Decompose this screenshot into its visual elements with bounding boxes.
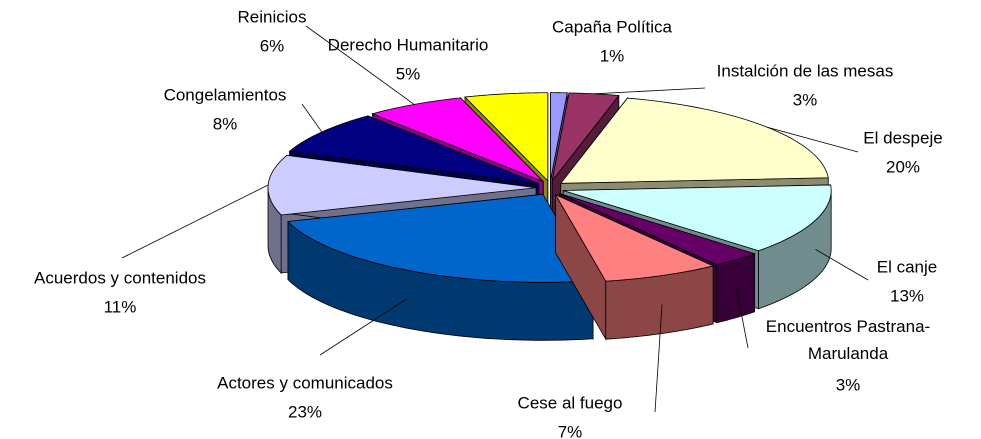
leader-line xyxy=(767,126,859,153)
value-label: 3% xyxy=(793,90,818,109)
category-label: Capaña Política xyxy=(552,17,673,36)
slice-top xyxy=(563,184,832,252)
category-label: Cese al fuego xyxy=(518,393,623,412)
slice xyxy=(554,193,715,341)
leader-line xyxy=(305,25,415,105)
category-label: El canje xyxy=(877,257,937,276)
slice-top xyxy=(464,92,549,182)
category-label: Instalción de las mesas xyxy=(717,61,894,80)
slice-wall xyxy=(716,253,756,324)
slice-top xyxy=(550,92,568,181)
slice-top xyxy=(287,193,594,283)
value-label: 5% xyxy=(396,64,421,83)
leader-line xyxy=(736,288,749,349)
leader-line xyxy=(654,304,663,413)
category-label: Derecho Humanitario xyxy=(328,35,489,54)
value-label: 6% xyxy=(260,36,285,55)
leader-line xyxy=(319,298,407,356)
value-label: 8% xyxy=(213,114,238,133)
category-label: Reinicios xyxy=(238,7,307,26)
category-label: Congelamientos xyxy=(164,85,287,104)
value-label: 20% xyxy=(886,157,920,176)
value-label: 23% xyxy=(288,402,322,421)
leader-line xyxy=(594,87,706,95)
value-label: 13% xyxy=(890,286,924,305)
category-label: Actores y comunicados xyxy=(217,373,393,392)
category-label: El despeje xyxy=(863,128,942,147)
slice-top xyxy=(554,193,715,282)
slice-top xyxy=(288,115,539,185)
leader-line xyxy=(121,184,269,259)
label-line: Marulanda xyxy=(808,344,889,363)
leader-line xyxy=(815,248,869,281)
category-label: Acuerdos y contenidos xyxy=(34,268,206,287)
value-label: 7% xyxy=(558,422,583,439)
value-label: 3% xyxy=(836,375,861,394)
value-label: 1% xyxy=(600,46,625,65)
label-line: Encuentros Pastrana- xyxy=(766,317,930,336)
slice-top xyxy=(559,193,756,266)
category-label: Encuentros Pastrana- Marulanda xyxy=(766,317,930,363)
value-label: 11% xyxy=(104,297,137,316)
leader-line xyxy=(301,103,323,133)
